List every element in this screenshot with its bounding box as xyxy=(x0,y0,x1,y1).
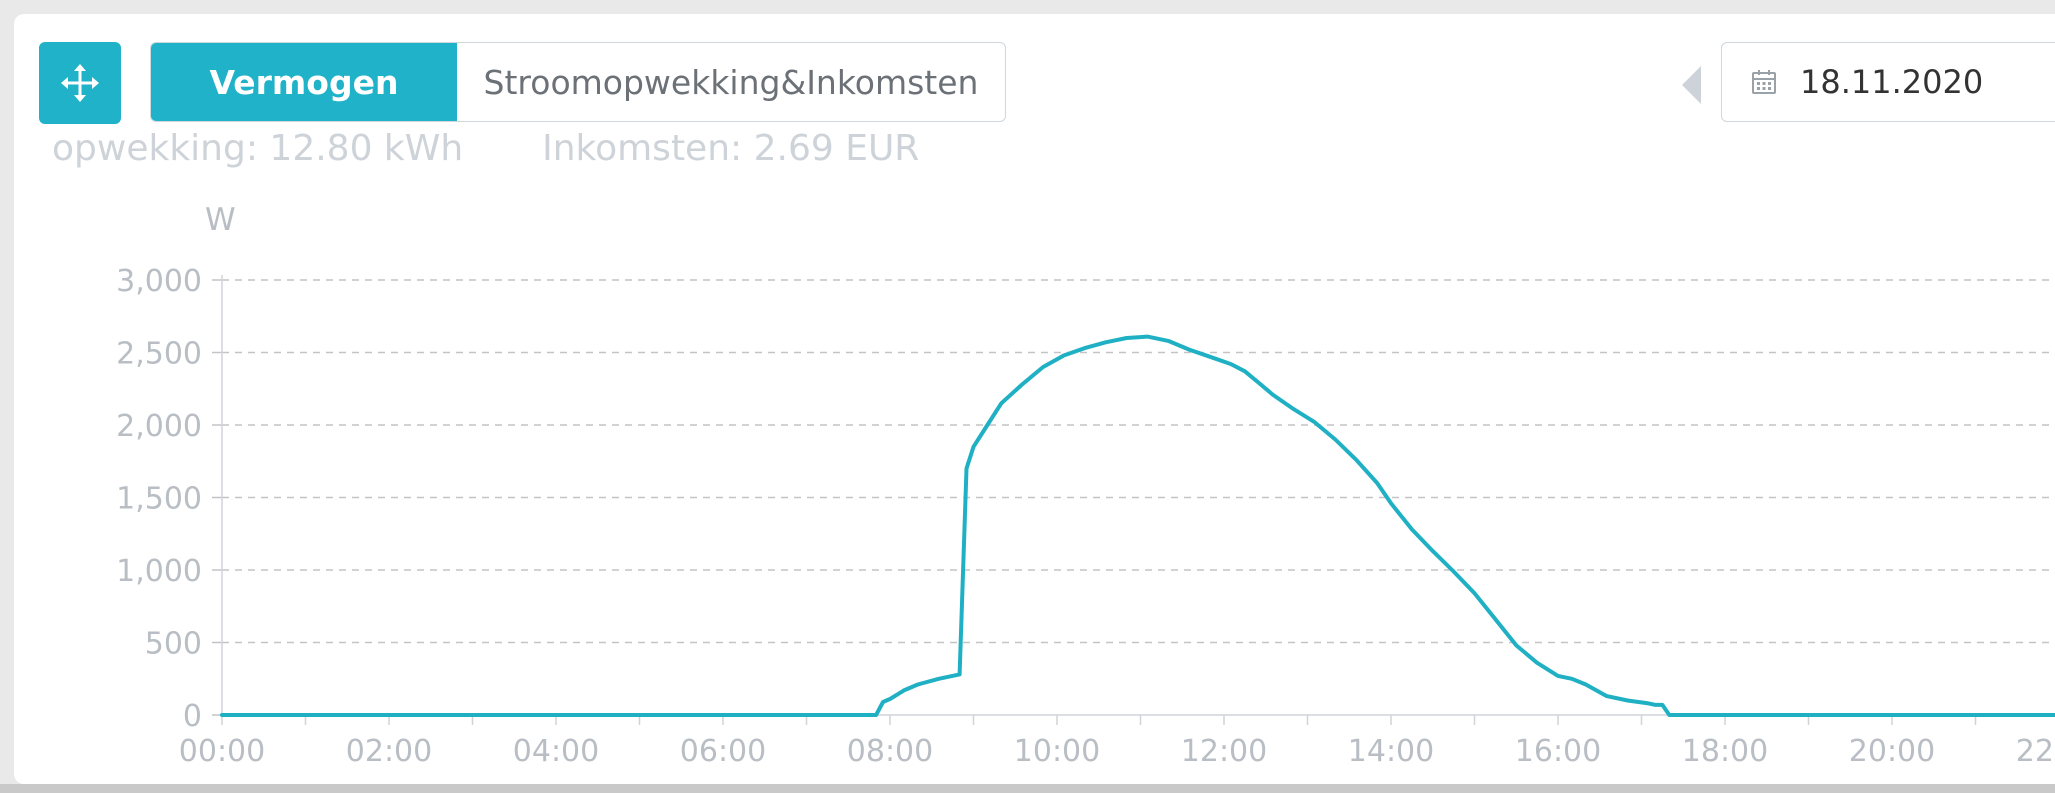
y-tick-label: 1,500 xyxy=(116,482,202,517)
selected-date: 18.11.2020 xyxy=(1800,63,1984,101)
income-label: Inkomsten: xyxy=(542,128,743,169)
y-axis-unit-label: W xyxy=(205,202,236,238)
x-tick-label: 00:00 xyxy=(179,734,265,769)
tab-vermogen[interactable]: Vermogen xyxy=(151,43,457,121)
y-tick-label: 2,500 xyxy=(116,337,202,372)
x-tick-label: 16:00 xyxy=(1515,734,1601,769)
y-tick-label: 500 xyxy=(145,627,202,662)
view-tab-group: Vermogen Stroomopwekking&Inkomsten xyxy=(150,42,1006,122)
x-tick-label: 06:00 xyxy=(680,734,766,769)
x-tick-label: 10:00 xyxy=(1014,734,1100,769)
date-picker[interactable]: 18.11.2020 xyxy=(1721,42,2055,122)
x-tick-label: 14:00 xyxy=(1348,734,1434,769)
y-tick-label: 3,000 xyxy=(116,264,202,299)
x-tick-label: 02:00 xyxy=(346,734,432,769)
window-bottom-edge xyxy=(0,784,2055,793)
x-tick-label: 20:00 xyxy=(1849,734,1935,769)
y-tick-label: 0 xyxy=(183,699,202,734)
x-tick-label: 18:00 xyxy=(1682,734,1768,769)
generation-label: opwekking: xyxy=(52,128,258,169)
move-arrows-icon xyxy=(61,64,99,102)
y-tick-label: 2,000 xyxy=(116,409,202,444)
calendar-icon xyxy=(1750,68,1778,96)
chart-panel xyxy=(14,14,2055,784)
x-tick-label: 22:00 xyxy=(2016,734,2055,769)
tab-stroomopwekking-inkomsten[interactable]: Stroomopwekking&Inkomsten xyxy=(483,62,979,102)
previous-date-arrow-icon[interactable] xyxy=(1682,66,1701,104)
move-button[interactable] xyxy=(39,42,121,124)
x-tick-label: 08:00 xyxy=(847,734,933,769)
x-tick-label: 12:00 xyxy=(1181,734,1267,769)
daily-summary: opwekking: 12.80 kWh Inkomsten: 2.69 EUR xyxy=(52,128,919,169)
income-value: 2.69 EUR xyxy=(753,128,920,169)
power-series-line xyxy=(220,334,2055,717)
y-tick-label: 1,000 xyxy=(116,554,202,589)
x-tick-label: 04:00 xyxy=(513,734,599,769)
generation-value: 12.80 kWh xyxy=(269,128,464,169)
